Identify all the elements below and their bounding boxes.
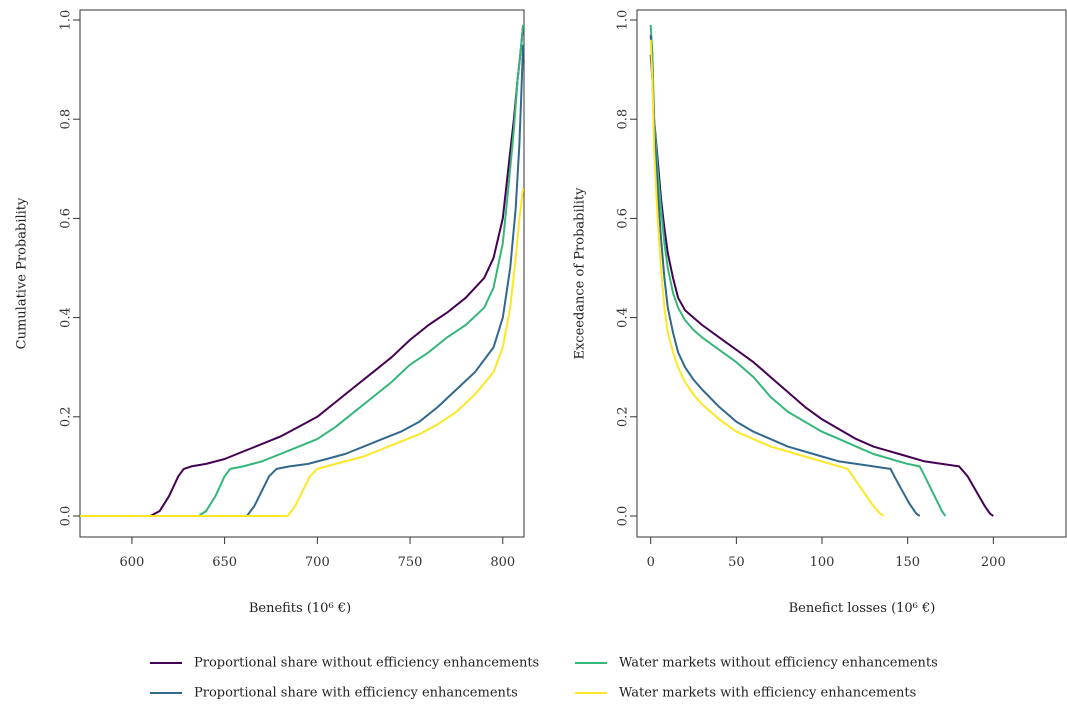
series-line-water_without — [80, 24, 525, 517]
y-tick-label: 0.0 — [616, 506, 631, 527]
y-tick-label: 0.4 — [59, 307, 74, 328]
series-line-water_with — [80, 188, 525, 517]
legend-label: Proportional share without efficiency en… — [194, 656, 539, 671]
y-tick-label: 0.2 — [59, 406, 74, 427]
x-tick-label: 800 — [490, 555, 515, 570]
x-tick-label: 0 — [647, 555, 655, 570]
y-tick-label: 0.6 — [616, 208, 631, 229]
series-line-prop_without — [649, 54, 994, 517]
series-line-water_without — [649, 24, 947, 517]
x-tick-label: 100 — [810, 555, 835, 570]
x-axis-unit: (10⁶ €) — [307, 601, 351, 616]
series-line-prop_with — [649, 34, 921, 517]
legend: Proportional share without efficiency en… — [150, 656, 938, 701]
y-axis-label: Cumulative Probability — [15, 197, 30, 349]
legend-label: Water markets with efficiency enhancemen… — [619, 686, 916, 701]
legend-label: Water markets without efficiency enhance… — [619, 656, 938, 671]
y-tick-label: 0.4 — [616, 307, 631, 328]
x-tick-label: 150 — [895, 555, 920, 570]
series-line-prop_with — [80, 44, 525, 517]
x-tick-label: 750 — [398, 555, 423, 570]
x-axis-label: Benefict losses (10⁶ €) — [789, 601, 936, 616]
y-tick-label: 0.8 — [616, 109, 631, 130]
y-tick-label: 0.6 — [59, 208, 74, 229]
y-tick-label: 0.8 — [59, 109, 74, 130]
x-axis-unit: (10⁶ €) — [891, 601, 935, 616]
left-panel-cumulative-probability: 0.0 0.2 0.4 0.6 0.8 1.0 600 650 700 750 800 Cumulat… — [15, 9, 525, 616]
series-line-prop_without — [80, 24, 525, 517]
plot-frame — [636, 9, 1067, 538]
x-axis-label: Benefits (10⁶ €) — [249, 601, 351, 616]
legend-entry: Proportional share without efficiency en… — [150, 656, 539, 671]
x-tick-label: 50 — [728, 555, 745, 570]
series-line-water_with — [649, 39, 885, 517]
legend-entry: Proportional share with efficiency enhan… — [150, 686, 518, 701]
x-tick-label: 600 — [120, 555, 145, 570]
x-tick-label: 650 — [212, 555, 237, 570]
y-tick-label: 0.2 — [616, 406, 631, 427]
x-tick-label: 200 — [981, 555, 1006, 570]
plot-frame — [79, 9, 525, 538]
y-tick-label: 0.0 — [59, 506, 74, 527]
right-panel-exceedance-probability: 0.0 0.2 0.4 0.6 0.8 1.0 0 50 100 150 200 Exceedance… — [573, 9, 1067, 616]
x-tick-label: 700 — [305, 555, 330, 570]
y-tick-label: 1.0 — [616, 10, 631, 31]
y-axis-label: Exceedance of Probability — [573, 187, 588, 360]
legend-entry: Water markets with efficiency enhancemen… — [575, 686, 916, 701]
legend-entry: Water markets without efficiency enhance… — [575, 656, 938, 671]
y-tick-label: 1.0 — [59, 10, 74, 31]
legend-label: Proportional share with efficiency enhan… — [194, 686, 518, 701]
